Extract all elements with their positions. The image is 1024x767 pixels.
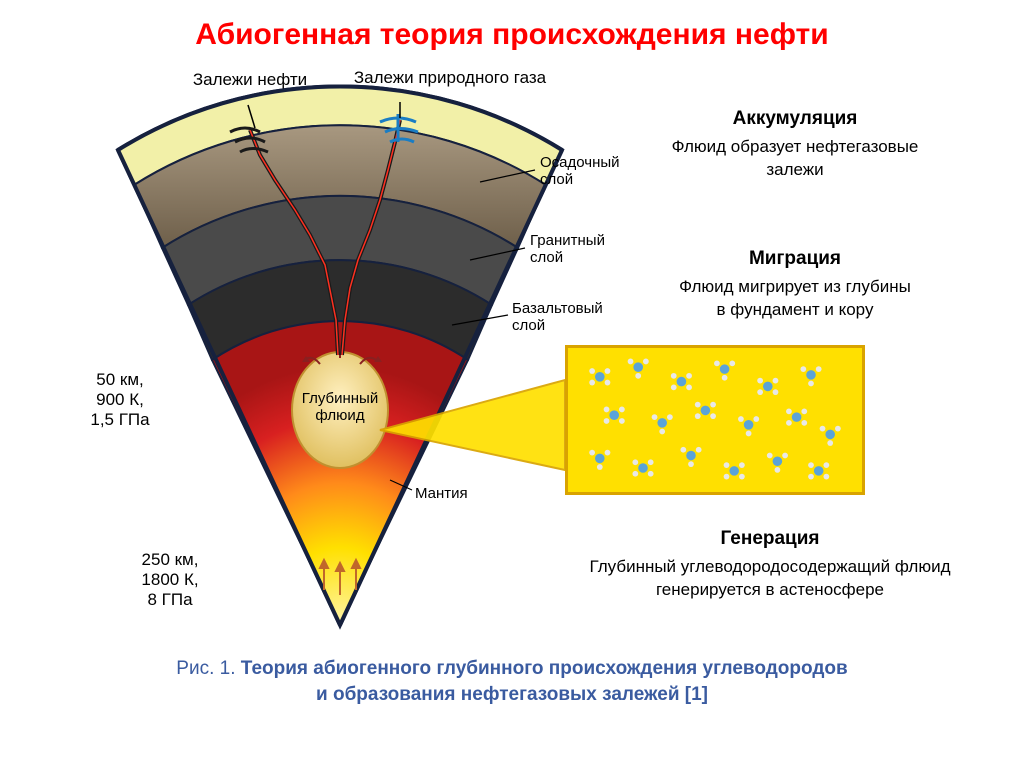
molecule-svg [568, 348, 862, 492]
label-depth-lower: 250 км, 1800 К, 8 ГПа [125, 550, 215, 610]
heading-migration: Миграция [610, 248, 980, 270]
label-basalt: Базальтовый слой [512, 300, 603, 334]
cross-section-svg [80, 70, 600, 630]
molecule-diagram-box [565, 345, 865, 495]
label-oil-deposits: Залежи нефти [180, 70, 320, 90]
label-deep-fluid: Глубинный флюид [300, 390, 380, 424]
section-accumulation: Аккумуляция Флюид образует нефтегазовые … [610, 108, 980, 182]
label-sedimentary: Осадочный слой [540, 154, 620, 188]
label-mantle: Мантия [415, 485, 468, 502]
section-migration: Миграция Флюид мигрирует из глубины в фу… [610, 248, 980, 322]
section-generation: Генерация Глубинный углеводородосодержащ… [550, 528, 990, 602]
label-granite: Гранитный слой [530, 232, 605, 266]
desc-accumulation: Флюид образует нефтегазовые залежи [610, 136, 980, 182]
caption-prefix: Рис. 1. [176, 658, 235, 679]
desc-generation: Глубинный углеводородосодержащий флюид г… [550, 556, 990, 602]
label-gas-deposits: Залежи природного газа [340, 68, 560, 88]
heading-accumulation: Аккумуляция [610, 108, 980, 130]
desc-migration: Флюид мигрирует из глубины в фундамент и… [610, 276, 980, 322]
earth-cross-section: Залежи нефти Залежи природного газа Осад… [80, 70, 600, 630]
main-title: Абиогенная теория происхождения нефти [0, 18, 1024, 52]
label-depth-upper: 50 км, 900 К, 1,5 ГПа [75, 370, 165, 430]
figure-caption: Рис. 1. Теория абиогенного глубинного пр… [0, 656, 1024, 709]
caption-text: Теория абиогенного глубинного происхожде… [241, 658, 848, 706]
heading-generation: Генерация [550, 528, 990, 550]
